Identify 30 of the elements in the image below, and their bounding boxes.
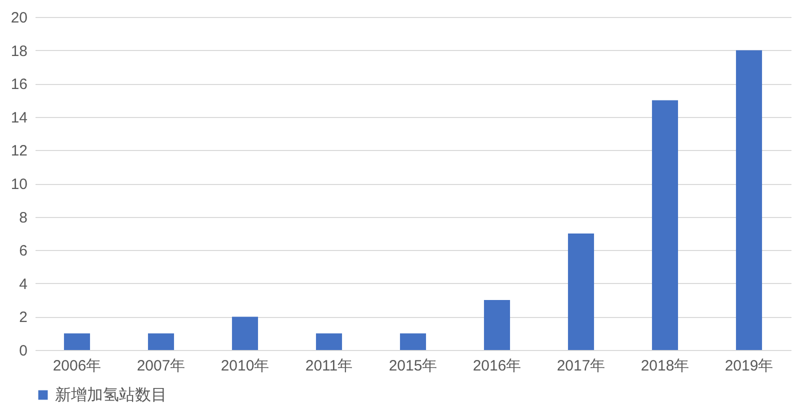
y-tick-label: 14 [10,109,28,126]
bar [652,100,678,350]
y-tick-label: 16 [10,76,28,94]
bar [484,300,510,350]
x-tick-label: 2017年 [556,358,606,374]
y-tick-label: 20 [10,10,28,26]
y-tick-label: 0 [19,342,28,360]
bar [316,333,342,350]
x-tick-label: 2007年 [136,358,186,374]
bar [568,233,594,350]
y-tick-label: 6 [19,242,28,260]
x-tick-label: 2019年 [724,358,774,374]
x-tick-label: 2018年 [640,358,690,374]
bar [736,50,762,350]
x-tick-label: 2011年 [305,358,353,374]
y-tick-label: 8 [19,209,28,226]
y-tick-label: 12 [10,142,28,160]
bar [148,333,174,350]
bar [232,316,258,350]
y-tick-label: 10 [10,176,28,193]
legend-label: 新增加氢站数目 [55,386,167,404]
y-tick-label: 4 [19,276,28,293]
x-tick-label: 2015年 [388,358,438,374]
bar [400,333,426,350]
x-tick-label: 2016年 [472,358,522,374]
x-tick-label: 2010年 [220,358,270,374]
y-tick-label: 18 [10,42,28,60]
x-tick-label: 2006年 [52,358,102,374]
bar [64,333,90,350]
y-tick-label: 2 [19,309,28,326]
